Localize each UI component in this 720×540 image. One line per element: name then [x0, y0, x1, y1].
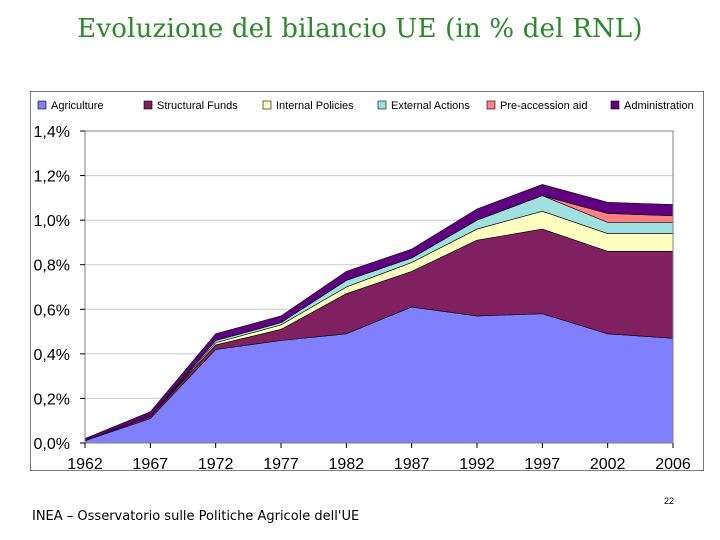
- y-tick-label: 1,0%: [34, 213, 70, 230]
- x-tick-label: 2006: [655, 456, 691, 471]
- page-number: 22: [664, 496, 675, 506]
- legend-item: Agriculture: [37, 100, 104, 112]
- slide-title: Evoluzione del bilancio UE (in % del RNL…: [77, 14, 643, 44]
- plot-area: [84, 130, 674, 444]
- x-tick-label: 1962: [67, 456, 103, 471]
- legend-item: Pre-accession aid: [486, 100, 587, 112]
- legend: Agriculture Structural Funds Internal Poli…: [37, 100, 694, 112]
- x-tick-label: 2002: [590, 456, 626, 471]
- x-tick-label: 1977: [263, 456, 299, 471]
- x-tick-label: 1997: [525, 456, 561, 471]
- legend-swatch: [377, 100, 387, 110]
- legend-item: Internal Policies: [262, 100, 354, 112]
- legend-label: Agriculture: [51, 100, 104, 112]
- legend-swatch: [262, 100, 272, 110]
- legend-swatch: [610, 100, 620, 110]
- y-tick-label: 0,4%: [34, 347, 70, 364]
- plot-border: [84, 130, 674, 444]
- y-tick-label: 0,8%: [34, 258, 70, 275]
- legend-label: Pre-accession aid: [500, 100, 587, 112]
- legend-item: Structural Funds: [143, 100, 238, 112]
- legend-label: External Actions: [391, 100, 470, 112]
- y-tick-label: 1,4%: [34, 124, 70, 141]
- x-tick-label: 1982: [329, 456, 365, 471]
- legend-swatch: [37, 100, 47, 110]
- legend-item: Administration: [610, 100, 694, 112]
- x-tick-label: 1992: [459, 456, 495, 471]
- legend-label: Internal Policies: [276, 100, 354, 112]
- legend-label: Structural Funds: [157, 100, 238, 112]
- y-tick-label: 0,0%: [34, 436, 70, 453]
- x-tick-label: 1987: [394, 456, 430, 471]
- stacked-area-chart: Agriculture Structural Funds Internal Poli…: [30, 91, 704, 471]
- x-axis: 1962 1967 1972 1977 1982 1987 1992 1997 2002 2006: [67, 443, 691, 471]
- legend-label: Administration: [624, 100, 694, 112]
- y-axis: 0,0% 0,2% 0,4% 0,6% 0,8% 1,0% 1,2% 1,4%: [34, 124, 85, 453]
- x-tick-label: 1967: [133, 456, 169, 471]
- legend-swatch: [143, 100, 153, 110]
- y-tick-label: 0,6%: [34, 302, 70, 319]
- legend-item: External Actions: [377, 100, 470, 112]
- y-tick-label: 1,2%: [34, 169, 70, 186]
- footer-credit: INEA – Osservatorio sulle Politiche Agri…: [32, 509, 360, 524]
- legend-swatch: [486, 100, 496, 110]
- chart-frame: Agriculture Structural Funds Internal Poli…: [30, 91, 704, 471]
- y-tick-label: 0,2%: [34, 391, 70, 408]
- x-tick-label: 1972: [198, 456, 234, 471]
